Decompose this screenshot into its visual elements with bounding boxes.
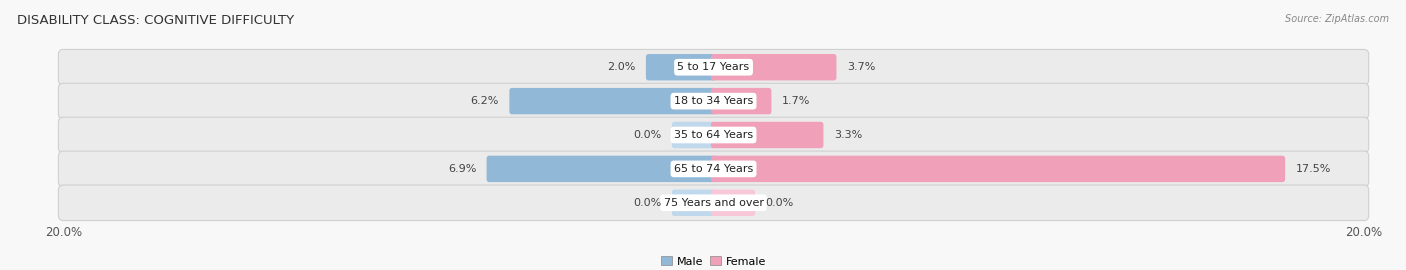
FancyBboxPatch shape	[59, 151, 1368, 187]
Text: 0.0%: 0.0%	[633, 198, 661, 208]
FancyBboxPatch shape	[59, 185, 1368, 221]
Text: 1.7%: 1.7%	[782, 96, 810, 106]
Text: 6.2%: 6.2%	[471, 96, 499, 106]
Text: 3.7%: 3.7%	[846, 62, 875, 72]
Text: 18 to 34 Years: 18 to 34 Years	[673, 96, 754, 106]
Legend: Male, Female: Male, Female	[657, 252, 770, 270]
FancyBboxPatch shape	[711, 190, 755, 216]
Text: 3.3%: 3.3%	[834, 130, 862, 140]
Text: 2.0%: 2.0%	[607, 62, 636, 72]
FancyBboxPatch shape	[59, 83, 1368, 119]
FancyBboxPatch shape	[59, 117, 1368, 153]
Text: 75 Years and over: 75 Years and over	[664, 198, 763, 208]
FancyBboxPatch shape	[672, 122, 716, 148]
Text: 17.5%: 17.5%	[1295, 164, 1331, 174]
Text: 0.0%: 0.0%	[765, 198, 794, 208]
FancyBboxPatch shape	[672, 190, 716, 216]
FancyBboxPatch shape	[509, 88, 716, 114]
Text: 35 to 64 Years: 35 to 64 Years	[673, 130, 754, 140]
Text: Source: ZipAtlas.com: Source: ZipAtlas.com	[1285, 14, 1389, 23]
Text: 6.9%: 6.9%	[449, 164, 477, 174]
Text: 65 to 74 Years: 65 to 74 Years	[673, 164, 754, 174]
FancyBboxPatch shape	[711, 88, 772, 114]
FancyBboxPatch shape	[59, 49, 1368, 85]
Text: 0.0%: 0.0%	[633, 130, 661, 140]
FancyBboxPatch shape	[486, 156, 716, 182]
FancyBboxPatch shape	[645, 54, 716, 80]
FancyBboxPatch shape	[711, 122, 824, 148]
Text: DISABILITY CLASS: COGNITIVE DIFFICULTY: DISABILITY CLASS: COGNITIVE DIFFICULTY	[17, 14, 294, 26]
Text: 5 to 17 Years: 5 to 17 Years	[678, 62, 749, 72]
FancyBboxPatch shape	[711, 156, 1285, 182]
FancyBboxPatch shape	[711, 54, 837, 80]
